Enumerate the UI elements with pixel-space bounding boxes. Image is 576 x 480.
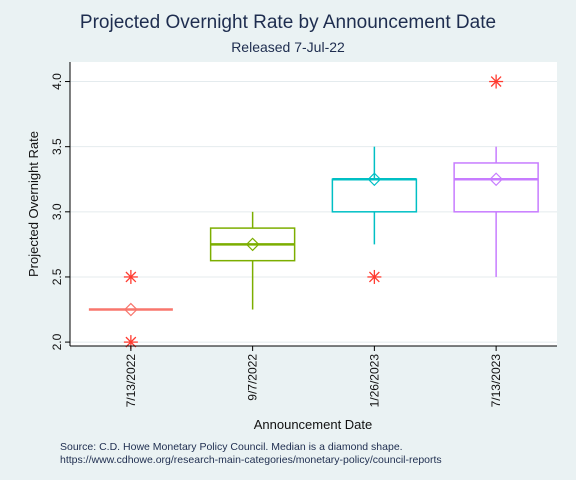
median-diamond-marker [124, 302, 138, 317]
outlier-marker [123, 269, 138, 284]
box-group [88, 269, 173, 350]
source-url: https://www.cdhowe.org/research-main-cat… [60, 454, 442, 466]
outlier-marker [489, 74, 504, 89]
median-diamond-marker [245, 237, 260, 252]
outlier-stroke [490, 76, 502, 87]
y-axis-ticks: 2.0 2.5 3.0 3.5 4.0 [50, 73, 70, 350]
x-tick-label: 1/26/2023 [367, 354, 381, 408]
median-diamond-marker [489, 172, 503, 187]
y-tick-label: 2.0 [50, 333, 64, 350]
box-group [331, 146, 418, 284]
outlier-stroke [125, 336, 137, 348]
y-tick-label: 3.0 [50, 203, 64, 220]
y-axis-label: Projected Overnight Rate [26, 131, 41, 277]
box-group [209, 211, 296, 310]
outlier-stroke [125, 271, 137, 283]
y-tick-label: 3.5 [50, 138, 64, 155]
y-tick-label: 2.5 [50, 268, 64, 285]
x-tick-label: 7/13/2022 [124, 354, 138, 408]
grid-lines [70, 81, 557, 343]
x-tick-label: 7/13/2023 [489, 354, 503, 408]
chart-title: Projected Overnight Rate by Announcement… [80, 12, 496, 33]
iqr-box [453, 162, 539, 213]
x-axis-ticks: 7/13/2022 9/7/2022 1/26/2023 7/13/2023 [124, 346, 503, 407]
box-group [453, 74, 539, 277]
boxes-layer [88, 74, 539, 350]
outlier-marker [367, 269, 382, 284]
median-diamond-marker [367, 172, 382, 187]
source-note: Source: C.D. Howe Monetary Policy Counci… [60, 441, 403, 453]
x-axis-label: Announcement Date [254, 417, 373, 432]
chart-subtitle: Released 7-Jul-22 [231, 39, 345, 55]
outlier-stroke [368, 271, 380, 283]
plot-area [70, 62, 557, 346]
x-tick-label: 9/7/2022 [246, 354, 260, 401]
y-tick-label: 4.0 [50, 73, 64, 90]
